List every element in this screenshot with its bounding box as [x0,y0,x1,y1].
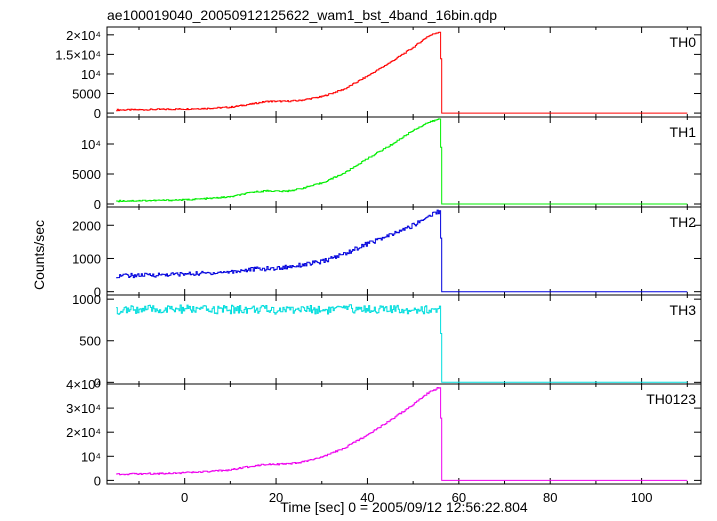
x-tick-label: 0 [181,490,188,505]
x-tick-label: 40 [360,490,374,505]
panel-frame [106,206,702,296]
y-tick-label: 2×10⁴ [66,425,101,440]
y-tick-label: 1.5×10⁴ [55,47,101,62]
y-tick-label: 10⁴ [81,137,101,152]
y-tick-label: 2×10⁴ [66,28,101,43]
chart-title: ae100019040_20050912125622_wam1_bst_4ban… [107,7,497,23]
panel-label: TH2 [670,214,697,230]
y-tick-label: 0 [94,197,101,212]
y-tick-label: 0 [94,375,101,390]
panel-label: TH3 [670,302,697,318]
x-tick-label: 60 [452,490,466,505]
x-tick-label: 100 [631,490,653,505]
y-tick-label: 10⁴ [81,67,101,82]
y-tick-label: 0 [94,473,101,488]
panel-frame [106,383,702,485]
panels-group: 2×10⁴1.5×10⁴10⁴50000TH010⁴50000TH1200010… [55,26,702,488]
y-tick-label: 2000 [72,218,101,233]
y-axis-label: Counts/sec [31,220,47,290]
x-axis: 0 20 40 60 80 100 [181,490,652,505]
x-tick-label: 80 [543,490,557,505]
y-tick-label: 0 [94,106,101,121]
panel-th2: 2000 1000 0 TH2 [72,206,702,300]
panel-th0123: 4×10⁴ 3×10⁴ 2×10⁴ 10⁴ 0 TH0123 [66,377,702,488]
series-line-th2 [116,209,688,293]
panel-frame [106,26,702,118]
y-tick-label: 1000 [72,292,101,307]
y-tick-label: 1000 [72,251,101,266]
series-line-th0 [116,31,688,114]
y-tick-label: 4×10⁴ [66,377,101,392]
panel-label: TH0123 [646,391,696,407]
panel-frame [106,116,702,208]
x-tick-label: 20 [269,490,283,505]
panel-th1: 10⁴ 5000 0 TH1 [72,116,702,212]
y-tick-label: 5000 [72,87,101,102]
panel-label: TH0 [670,34,697,50]
series-line-th0123 [116,387,688,481]
panel-th3: 1000 500 0 TH3 [72,292,702,390]
y-tick-label: 5000 [72,167,101,182]
series-line-th3 [116,304,688,383]
y-tick-label: 500 [79,334,101,349]
panel-th0: 2×10⁴ 1.5×10⁴ 10⁴ 5000 0 TH0 [55,26,702,121]
y-tick-label: 10⁴ [81,449,101,464]
panel-label: TH1 [670,124,697,140]
y-tick-label: 0 [94,285,101,300]
y-tick-label: 3×10⁴ [66,401,101,416]
x-axis-label: Time [sec] 0 = 2005/09/12 12:56:22.804 [280,499,528,515]
series-line-th1 [116,118,688,205]
